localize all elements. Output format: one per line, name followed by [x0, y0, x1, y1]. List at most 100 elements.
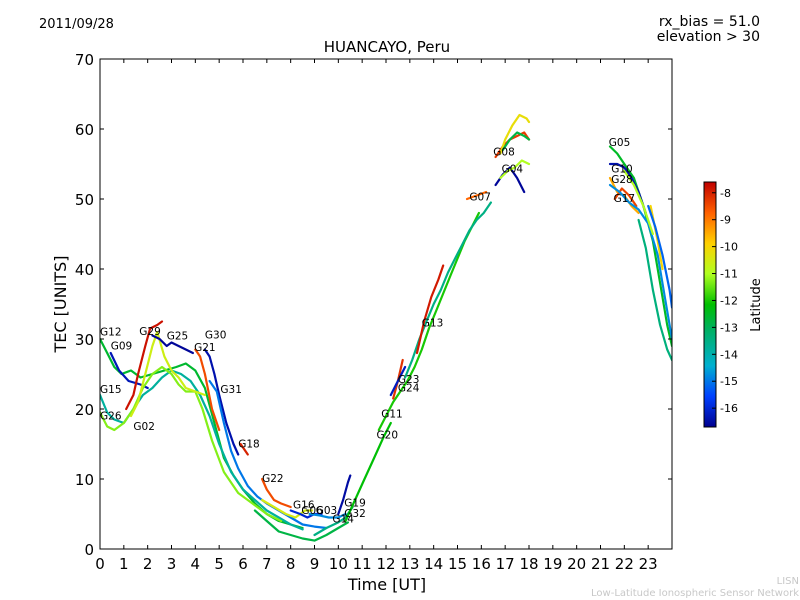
series-line-g10c — [501, 131, 531, 152]
x-tick-label: 6 — [238, 555, 248, 573]
y-tick-label: 10 — [75, 471, 94, 489]
x-tick-label: 3 — [167, 555, 177, 573]
satellite-label-g17: G17 — [614, 193, 636, 205]
satellite-label-g03: G03 — [316, 505, 338, 517]
series-line-g22 — [261, 477, 292, 509]
series-line-g20 — [344, 421, 392, 523]
series-line-g16 — [261, 498, 314, 519]
series-line-g18 — [239, 442, 249, 456]
satellite-label-g09: G09 — [111, 341, 133, 353]
x-tick-label: 2 — [143, 555, 153, 573]
satellite-label-g30: G30 — [205, 329, 227, 341]
colorbar-tick-label: -8 — [720, 187, 731, 200]
satellite-label-g21: G21 — [194, 342, 216, 354]
x-tick-label: 19 — [543, 555, 562, 573]
series-line-g05c — [637, 218, 672, 362]
y-tick-label: 50 — [75, 191, 94, 209]
series-line-g19 — [337, 474, 352, 516]
x-tick-label: 5 — [214, 555, 224, 573]
x-tick-label: 11 — [353, 555, 372, 573]
satellite-label-g02: G02 — [133, 421, 155, 433]
series-line-g16b — [647, 204, 672, 309]
colorbar-tick-label: -12 — [720, 294, 738, 307]
series-line-g29 — [125, 320, 164, 411]
y-tick-label: 0 — [84, 541, 94, 559]
satellite-label-g16: G16 — [293, 499, 315, 511]
colorbar-tick-label: -13 — [720, 321, 738, 334]
satellite-label-g22: G22 — [262, 473, 284, 485]
x-tick-label: 8 — [286, 555, 296, 573]
satellite-label-g31: G31 — [220, 384, 242, 396]
x-tick-label: 9 — [310, 555, 320, 573]
satellite-label-g29: G29 — [139, 326, 161, 338]
x-tick-label: 12 — [376, 555, 395, 573]
series-line-g17 — [613, 187, 638, 208]
series-line-g12 — [100, 337, 304, 530]
x-tick-label: 23 — [639, 555, 658, 573]
series-line-g13b — [415, 264, 445, 355]
y-tick-label: 30 — [75, 331, 94, 349]
series-line-g07 — [465, 190, 488, 201]
colorbar-tick-label: -16 — [720, 402, 738, 415]
y-axis-label: TEC [UNITS] — [51, 256, 70, 354]
satellite-label-g11: G11 — [381, 408, 403, 420]
x-tick-label: 1 — [119, 555, 129, 573]
colorbar-tick-label: -9 — [720, 214, 731, 227]
rx-bias-label: rx_bias = 51.0 — [658, 14, 760, 30]
colorbar — [703, 181, 717, 428]
colorbar-tick-label: -15 — [720, 375, 738, 388]
satellite-label-g32: G32 — [344, 508, 366, 520]
satellite-label-g25: G25 — [167, 331, 189, 343]
satellite-label-g13: G13 — [422, 317, 444, 329]
x-tick-label: 22 — [615, 555, 634, 573]
x-tick-label: 10 — [329, 555, 348, 573]
satellite-label-g12: G12 — [100, 327, 122, 339]
date-label: 2011/09/28 — [39, 17, 114, 32]
satellite-label-g20: G20 — [377, 429, 399, 441]
series-line-g02 — [129, 330, 206, 418]
x-tick-label: 4 — [191, 555, 201, 573]
colorbar-tick-label: -14 — [720, 348, 738, 361]
colorbar-tick-label: -10 — [720, 241, 738, 254]
series-line-g14 — [253, 509, 349, 542]
x-tick-label: 14 — [424, 555, 443, 573]
x-tick-label: 18 — [519, 555, 538, 573]
satellite-label-g05: G05 — [609, 137, 631, 149]
x-tick-label: 13 — [400, 555, 419, 573]
series-line-g24 — [389, 365, 407, 397]
series-line-g08b — [499, 113, 531, 155]
satellite-label-g07: G07 — [469, 191, 491, 203]
x-tick-label: 0 — [95, 555, 105, 573]
credit-network: Low-Latitude Ionospheric Sensor Network — [591, 588, 799, 599]
x-tick-label: 7 — [262, 555, 272, 573]
series-line-g05b — [623, 169, 655, 236]
series-line-g04b — [499, 159, 531, 180]
satellite-label-g06: G06 — [301, 505, 323, 517]
satellite-label-g19: G19 — [344, 497, 366, 509]
series-line-g21 — [194, 348, 221, 432]
series-line-g10b — [608, 183, 672, 341]
series-line-g03 — [308, 512, 347, 519]
series-line-g31 — [208, 379, 328, 530]
y-tick-label: 20 — [75, 401, 94, 419]
x-tick-label: 21 — [591, 555, 610, 573]
elevation-label: elevation > 30 — [656, 29, 760, 45]
colorbar-tick-label: -11 — [720, 268, 738, 281]
satellite-label-g10: G10 — [611, 163, 633, 175]
y-tick-label: 40 — [75, 261, 94, 279]
satellite-label-g08: G08 — [493, 147, 515, 159]
credit-brand: LISN — [776, 576, 799, 587]
satellite-label-g24: G24 — [398, 383, 420, 395]
series-line-g26 — [100, 365, 283, 523]
satellite-label-g15: G15 — [100, 384, 122, 396]
series-line-g30 — [203, 348, 240, 456]
x-tick-label: 16 — [472, 555, 491, 573]
satellite-label-g04: G04 — [502, 163, 524, 175]
chart-title: HUANCAYO, Peru — [324, 38, 450, 56]
plot-frame — [99, 58, 673, 550]
x-tick-label: 17 — [496, 555, 515, 573]
satellite-label-g26: G26 — [100, 411, 122, 423]
y-tick-label: 60 — [75, 121, 94, 139]
satellite-label-g23: G23 — [398, 374, 420, 386]
